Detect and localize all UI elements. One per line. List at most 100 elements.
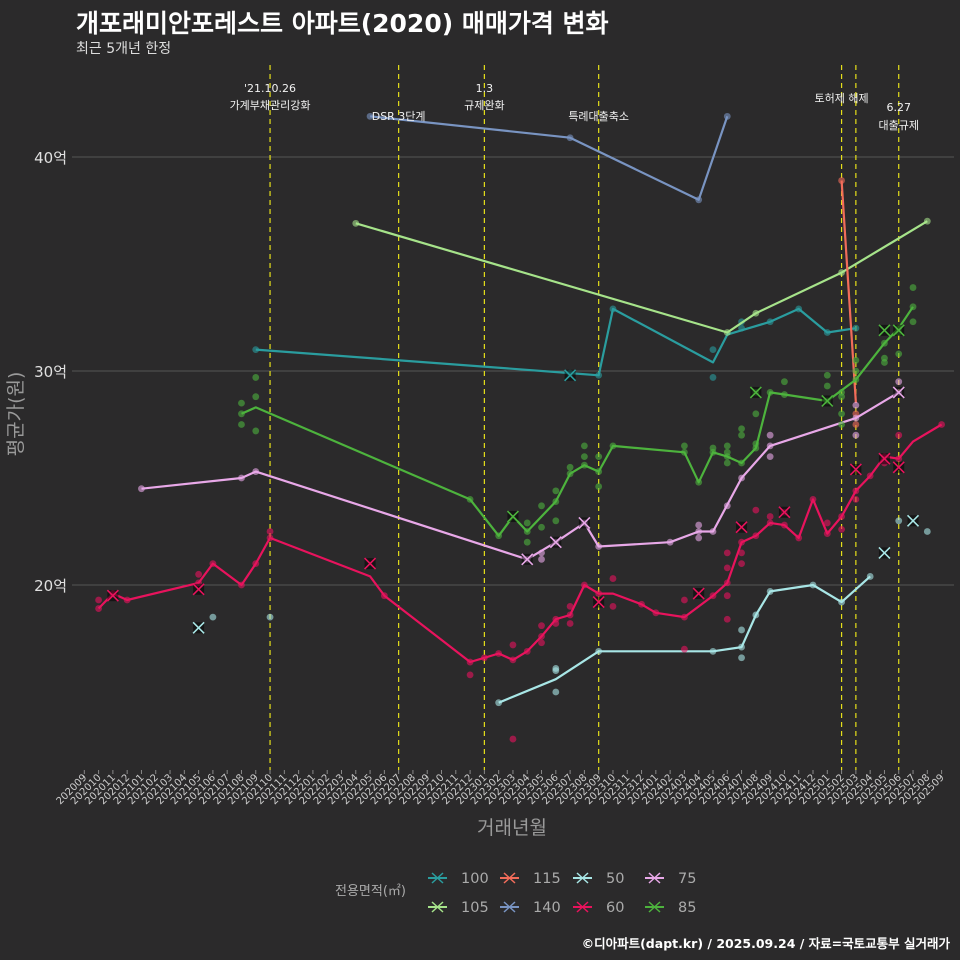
- median-marker: [192, 621, 205, 634]
- data-point: [838, 393, 845, 401]
- series-50: [192, 514, 931, 707]
- data-point: [538, 523, 545, 531]
- data-point: [695, 534, 703, 542]
- data-point: [909, 318, 917, 326]
- data-point: [538, 555, 545, 563]
- data-point: [252, 393, 260, 401]
- legend-item-105: 105: [428, 900, 489, 916]
- data-point: [852, 431, 860, 439]
- legend-swatch-cross: [648, 901, 661, 913]
- data-point: [595, 453, 603, 460]
- median-marker: [878, 452, 891, 465]
- event-annotation-label: 6.27: [886, 101, 911, 114]
- median-marker: [592, 596, 605, 609]
- median-marker: [549, 536, 562, 549]
- data-point: [252, 346, 260, 353]
- data-point: [538, 502, 545, 510]
- data-point: [838, 421, 845, 428]
- median-marker: [364, 557, 377, 570]
- data-point: [838, 525, 845, 533]
- legend-item-100: 100: [428, 871, 489, 887]
- data-point: [709, 346, 717, 353]
- data-point: [895, 350, 903, 358]
- legend-item-115: 115: [500, 871, 561, 887]
- data-point: [723, 448, 731, 456]
- data-point: [566, 620, 574, 627]
- event-annotation-label: 대출규제: [878, 119, 918, 132]
- data-point: [681, 442, 688, 450]
- x-axis-title: 거래년월: [477, 817, 547, 839]
- chart-title: 개포래미안포레스트 아파트(2020) 매매가격 변화: [76, 9, 609, 38]
- data-point: [752, 410, 760, 418]
- legend-item-60: 60: [573, 900, 624, 916]
- data-point: [238, 399, 245, 407]
- data-point: [552, 487, 560, 495]
- legend-item-140: 140: [500, 900, 561, 916]
- data-point: [695, 521, 703, 529]
- data-point: [723, 459, 731, 467]
- data-point: [466, 671, 474, 679]
- median-marker: [778, 506, 791, 519]
- legend-label: 115: [533, 871, 561, 887]
- median-marker: [735, 521, 748, 534]
- y-tick-label: 40억: [34, 149, 67, 167]
- data-point: [609, 603, 617, 610]
- series-100: [252, 305, 860, 382]
- legend-swatch-cross: [503, 901, 516, 913]
- median-marker: [749, 386, 762, 399]
- median-marker: [192, 583, 205, 596]
- data-point: [852, 401, 860, 409]
- chart-subtitle: 최근 5개년 한정: [76, 41, 172, 57]
- event-annotation-label: 토허제 해제: [815, 91, 869, 105]
- y-tick-label: 30억: [34, 363, 67, 381]
- y-axis-title: 평균가(원): [5, 372, 27, 457]
- median-marker: [506, 510, 520, 523]
- legend-swatch-cross: [431, 872, 444, 884]
- event-annotation-label: 규제완화: [464, 99, 504, 112]
- data-point: [738, 425, 745, 433]
- median-marker: [892, 324, 905, 337]
- data-point: [738, 626, 745, 634]
- data-point: [738, 549, 745, 557]
- legend-label: 140: [533, 900, 561, 916]
- series-line: [255, 307, 857, 377]
- legend-title: 전용면적(㎡): [335, 884, 406, 899]
- data-point: [723, 549, 731, 557]
- series-line: [141, 391, 900, 561]
- series-140: [366, 112, 731, 204]
- data-point: [895, 517, 903, 525]
- data-point: [852, 356, 860, 364]
- data-point: [252, 374, 260, 381]
- legend-swatch-cross: [576, 872, 589, 884]
- data-point: [681, 645, 688, 653]
- data-point: [580, 453, 588, 460]
- median-marker: [878, 324, 891, 337]
- series-line: [498, 575, 871, 704]
- series-line: [97, 423, 943, 664]
- data-point: [723, 442, 731, 450]
- median-marker: [878, 546, 891, 559]
- series-75: [138, 378, 905, 566]
- data-point: [766, 513, 774, 520]
- data-point: [538, 639, 545, 647]
- median-marker: [692, 587, 705, 600]
- data-point: [909, 284, 917, 291]
- data-point: [552, 665, 560, 672]
- data-point: [509, 735, 517, 743]
- data-point: [709, 444, 717, 452]
- data-point: [738, 431, 745, 439]
- data-point: [823, 382, 831, 390]
- median-marker: [849, 463, 862, 476]
- event-annotation-label: 1.3: [476, 82, 494, 95]
- data-point: [766, 453, 774, 460]
- data-point: [752, 506, 760, 514]
- data-point: [838, 410, 845, 418]
- data-point: [766, 431, 774, 439]
- series-60: [95, 421, 945, 743]
- data-point: [138, 485, 145, 493]
- legend-item-75: 75: [645, 871, 696, 887]
- data-point: [252, 427, 260, 435]
- data-point: [366, 112, 374, 120]
- data-point: [580, 442, 588, 450]
